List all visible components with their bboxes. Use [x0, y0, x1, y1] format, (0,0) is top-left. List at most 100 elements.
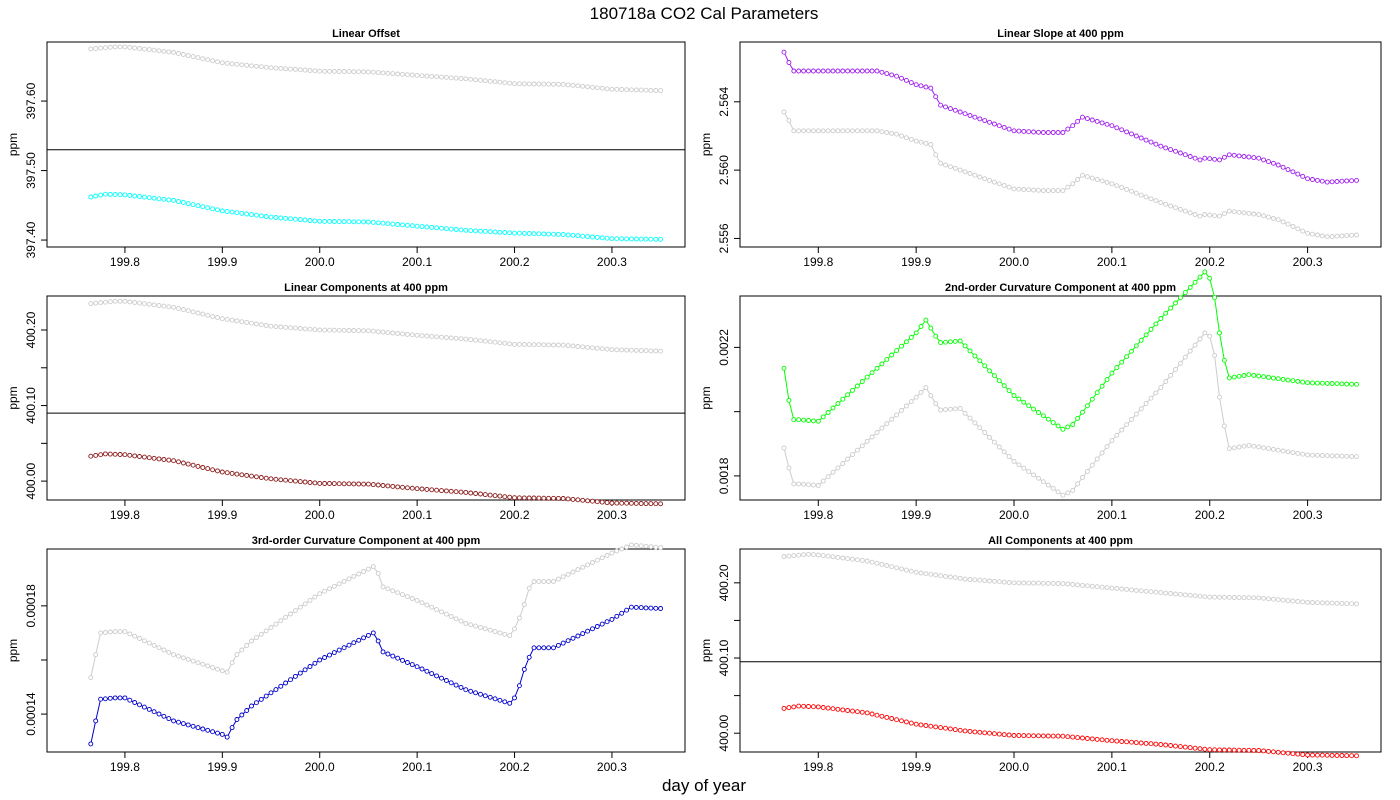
data-point — [1016, 462, 1022, 468]
data-point — [122, 298, 128, 304]
data-point — [1300, 379, 1306, 385]
data-point — [546, 81, 552, 87]
x-tick-label: 199.9 — [901, 255, 931, 269]
data-point — [585, 234, 591, 240]
data-point — [1266, 374, 1271, 380]
data-point — [419, 600, 425, 606]
data-point — [439, 609, 444, 615]
data-point — [176, 306, 181, 311]
data-point — [874, 712, 880, 718]
data-point — [1065, 126, 1071, 132]
data-point — [312, 480, 318, 486]
data-point — [166, 49, 172, 55]
data-point — [1329, 234, 1335, 239]
data-point — [796, 417, 802, 423]
data-point — [962, 111, 968, 117]
data-point — [516, 495, 522, 501]
data-point — [889, 72, 895, 78]
data-point — [850, 128, 855, 134]
data-point — [409, 332, 415, 338]
data-point — [151, 709, 157, 715]
data-point — [1148, 326, 1154, 332]
data-point — [1006, 732, 1012, 738]
data-point — [541, 231, 547, 237]
data-point — [570, 569, 576, 575]
data-point — [1344, 178, 1350, 184]
y-tick-label: 397.60 — [24, 82, 38, 119]
data-point — [365, 219, 371, 225]
data-point — [107, 299, 113, 305]
data-point — [869, 711, 875, 717]
y-tick-label: 2.564 — [717, 86, 731, 116]
data-point — [1129, 587, 1134, 593]
data-point — [1153, 321, 1159, 327]
data-point — [400, 592, 405, 598]
data-point — [923, 571, 929, 577]
data-point — [132, 300, 138, 305]
data-point — [1192, 212, 1198, 217]
data-point — [884, 130, 890, 135]
data-point — [122, 452, 128, 458]
data-point — [1114, 365, 1120, 371]
data-point — [351, 573, 357, 579]
data-point — [1089, 462, 1095, 468]
data-point — [448, 335, 454, 341]
data-point — [463, 489, 469, 495]
data-point — [1324, 234, 1330, 240]
data-point — [643, 501, 649, 507]
data-point — [1261, 445, 1267, 451]
data-point — [234, 61, 240, 67]
data-point — [1354, 177, 1359, 183]
data-point — [1305, 230, 1311, 236]
data-point — [1158, 200, 1164, 206]
data-point — [928, 142, 934, 147]
data-point — [468, 622, 474, 628]
data-point — [1226, 208, 1232, 214]
x-tick-label: 199.8 — [803, 760, 833, 774]
data-point — [1339, 381, 1345, 387]
data-point — [1084, 468, 1090, 474]
data-point — [947, 726, 953, 732]
data-point — [830, 128, 836, 134]
x-tick-label: 200.1 — [1097, 760, 1127, 774]
data-point — [356, 571, 362, 577]
series-2 — [88, 191, 664, 242]
data-point — [249, 638, 254, 644]
data-point — [336, 69, 342, 74]
x-tick-label: 199.9 — [207, 760, 237, 774]
x-tick-label: 200.3 — [1293, 760, 1323, 774]
data-point — [1207, 747, 1213, 753]
data-point — [283, 477, 289, 483]
data-point — [628, 500, 634, 506]
data-point — [658, 545, 664, 551]
data-point — [390, 71, 396, 77]
data-point — [370, 219, 376, 225]
series-2 — [781, 703, 1359, 759]
data-point — [1158, 742, 1164, 747]
data-point — [781, 445, 787, 451]
data-point — [351, 69, 357, 75]
data-point — [1339, 600, 1345, 606]
data-point — [643, 236, 649, 242]
data-point — [268, 625, 274, 630]
data-point — [845, 556, 851, 562]
data-point — [375, 638, 381, 644]
data-point — [297, 217, 303, 223]
data-point — [879, 69, 885, 75]
data-point — [307, 68, 313, 73]
data-point — [141, 46, 147, 52]
data-point — [278, 477, 284, 483]
data-point — [570, 496, 576, 502]
data-point — [1290, 224, 1296, 229]
data-point — [210, 729, 216, 735]
data-point — [1221, 154, 1227, 160]
y-tick-label: 400.10 — [717, 639, 731, 676]
data-point — [962, 343, 968, 349]
data-point — [1104, 121, 1110, 127]
data-point — [1236, 209, 1242, 215]
data-point — [899, 566, 904, 572]
data-point — [297, 67, 303, 73]
data-point — [249, 473, 254, 479]
data-point — [825, 410, 831, 415]
data-point — [195, 660, 201, 666]
